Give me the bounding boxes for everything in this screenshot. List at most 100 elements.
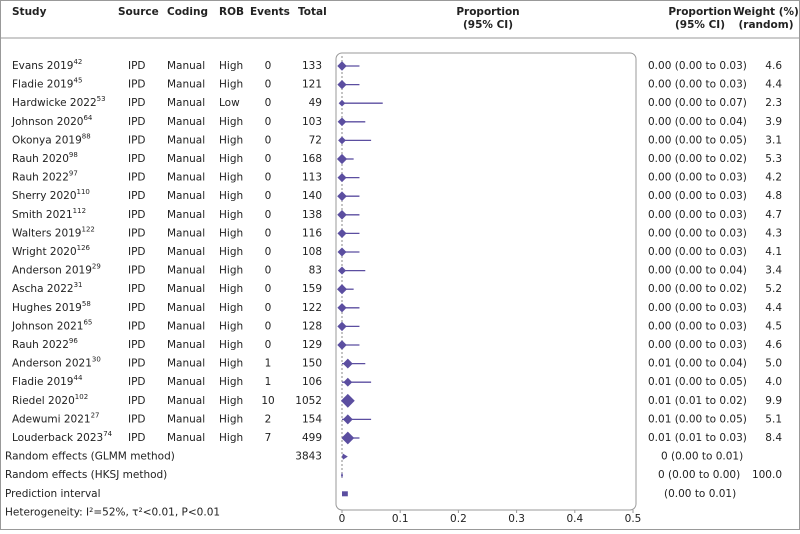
study-ref: 122 — [82, 225, 95, 233]
total: 103 — [302, 116, 322, 128]
rob: High — [219, 190, 243, 202]
coding: Manual — [167, 246, 205, 258]
coding: Manual — [167, 432, 205, 444]
estimate-diamond — [338, 99, 346, 107]
weight: 4.1 — [765, 246, 782, 258]
source: IPD — [128, 432, 146, 444]
ci-label: 0.00 (0.00 to 0.03) — [648, 60, 747, 72]
weight: 5.0 — [765, 358, 782, 370]
events: 0 — [265, 190, 272, 202]
ci-label: 0.00 (0.00 to 0.04) — [648, 265, 747, 277]
source: IPD — [128, 320, 146, 332]
study-ref: 97 — [69, 170, 78, 178]
weight: 5.1 — [765, 413, 782, 425]
header-ci: Proportion — [668, 6, 731, 18]
study-name: Anderson 202130 — [12, 356, 101, 370]
total: 108 — [302, 246, 322, 258]
rob: High — [219, 283, 243, 295]
source: IPD — [128, 265, 146, 277]
estimate-diamond — [337, 210, 347, 220]
ci-label: 0.01 (0.00 to 0.05) — [648, 376, 747, 388]
summary-label: Random effects (GLMM method) — [5, 451, 175, 463]
header-plot: (95% CI) — [463, 19, 513, 31]
weight: 4.5 — [765, 320, 782, 332]
rob: Low — [219, 97, 240, 109]
weight: 8.4 — [765, 432, 782, 444]
events: 0 — [265, 283, 272, 295]
ci-label: 0.01 (0.01 to 0.02) — [648, 395, 747, 407]
total: 49 — [309, 97, 322, 109]
estimate-diamond — [337, 79, 347, 90]
study-label: Okonya 2019 — [12, 134, 82, 146]
study-name: Fladie 201945 — [12, 77, 82, 91]
total: 168 — [302, 153, 322, 165]
weight: 3.1 — [765, 134, 782, 146]
source: IPD — [128, 395, 146, 407]
study-label: Rauh 2020 — [12, 153, 69, 165]
estimate-diamond — [341, 431, 355, 445]
study-name: Sherry 2020110 — [12, 188, 90, 202]
estimate-diamond — [337, 266, 347, 275]
study-label: Louderback 2023 — [12, 432, 103, 444]
header-source: Source — [118, 6, 159, 18]
source: IPD — [128, 246, 146, 258]
source: IPD — [128, 116, 146, 128]
estimate-diamond — [337, 340, 347, 350]
header-events: Events — [250, 6, 290, 18]
rob: High — [219, 265, 243, 277]
coding: Manual — [167, 283, 205, 295]
rob: High — [219, 209, 243, 221]
weight: 4.3 — [765, 227, 782, 239]
events: 0 — [265, 116, 272, 128]
total: 129 — [302, 339, 322, 351]
coding: Manual — [167, 339, 205, 351]
total: 154 — [302, 413, 322, 425]
summary-diamond — [342, 453, 348, 460]
ci-label: 0.01 (0.00 to 0.04) — [648, 358, 747, 370]
study-label: Hughes 2019 — [12, 302, 82, 314]
study-ref: 29 — [92, 263, 101, 271]
weight: 3.4 — [765, 265, 782, 277]
source: IPD — [128, 172, 146, 184]
weight: 4.6 — [765, 339, 782, 351]
study-name: Louderback 202374 — [12, 430, 113, 444]
header-total: Total — [298, 6, 327, 18]
study-ref: 58 — [82, 300, 91, 308]
rob: High — [219, 413, 243, 425]
estimate-diamond — [336, 284, 348, 295]
events: 10 — [261, 395, 274, 407]
coding: Manual — [167, 209, 205, 221]
study-ref: 110 — [77, 188, 90, 196]
study-name: Hughes 201958 — [12, 300, 91, 314]
coding: Manual — [167, 376, 205, 388]
total: 133 — [302, 60, 322, 72]
total: 83 — [309, 265, 322, 277]
coding: Manual — [167, 60, 205, 72]
rob: High — [219, 432, 243, 444]
rob: High — [219, 376, 243, 388]
ci-label: 0.00 (0.00 to 0.07) — [648, 97, 747, 109]
events: 0 — [265, 172, 272, 184]
study-name: Hardwicke 202253 — [12, 95, 106, 109]
coding: Manual — [167, 134, 205, 146]
summary-label: Random effects (HKSJ method) — [5, 469, 167, 481]
events: 0 — [265, 79, 272, 91]
rob: High — [219, 302, 243, 314]
study-ref: 44 — [74, 374, 83, 382]
study-name: Evans 201942 — [12, 58, 82, 72]
study-name: Fladie 201944 — [12, 374, 83, 388]
study-name: Anderson 201929 — [12, 263, 101, 277]
weight: 4.7 — [765, 209, 782, 221]
rob: High — [219, 395, 243, 407]
weight: 4.8 — [765, 190, 782, 202]
coding: Manual — [167, 79, 205, 91]
coding: Manual — [167, 116, 205, 128]
study-label: Wright 2020 — [12, 246, 77, 258]
ci-label: 0.00 (0.00 to 0.03) — [648, 79, 747, 91]
events: 0 — [265, 302, 272, 314]
total: 72 — [309, 134, 322, 146]
coding: Manual — [167, 153, 205, 165]
study-label: Ascha 2022 — [12, 283, 74, 295]
rob: High — [219, 227, 243, 239]
weight: 9.9 — [765, 395, 782, 407]
